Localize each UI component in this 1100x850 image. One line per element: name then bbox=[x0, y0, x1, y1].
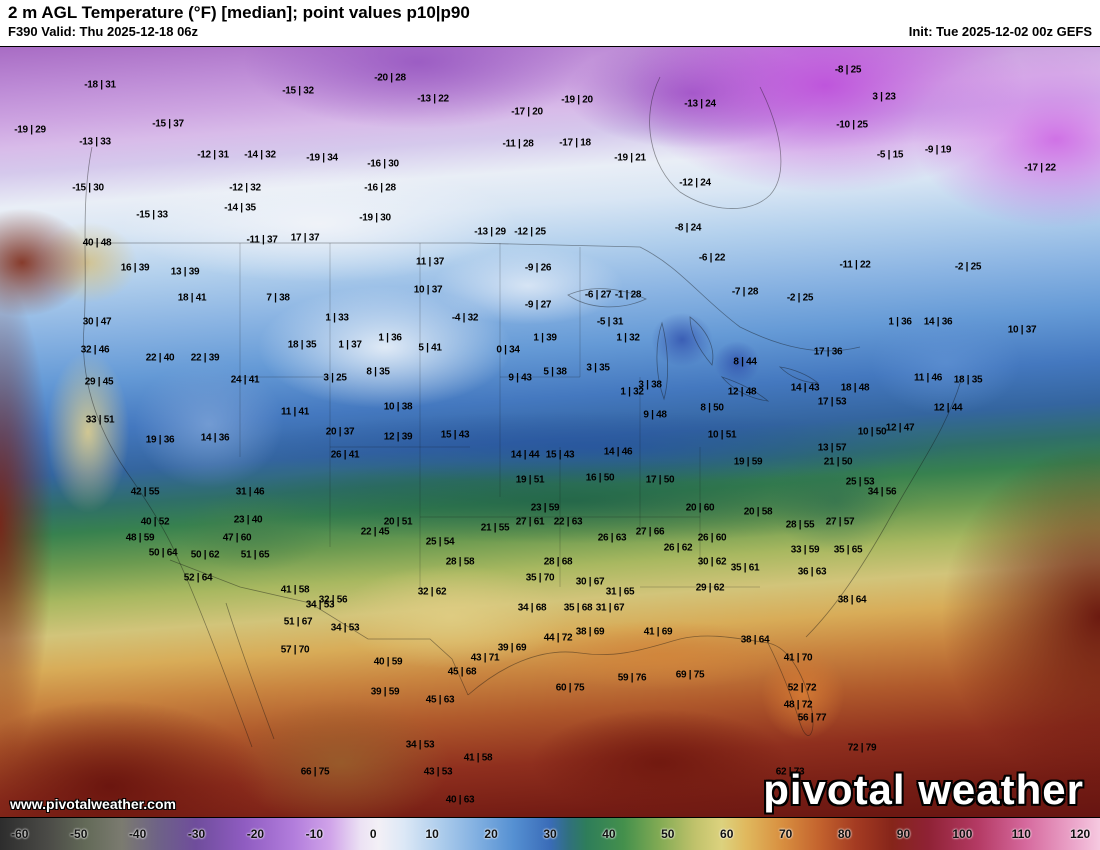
colorbar-tick-label: 70 bbox=[778, 827, 793, 841]
temperature-map[interactable] bbox=[0, 47, 1100, 817]
colorbar-tick-label: -20 bbox=[246, 827, 265, 841]
colorbar-tick-label: 20 bbox=[484, 827, 498, 841]
colorbar-tick-label: -40 bbox=[128, 827, 147, 841]
colorbar-tick-label: -30 bbox=[187, 827, 206, 841]
colorbar-tick-label: 50 bbox=[661, 827, 675, 841]
colorbar-tick-label: 30 bbox=[543, 827, 557, 841]
map-meta-row: F390 Valid: Thu 2025-12-18 06z Init: Tue… bbox=[0, 23, 1100, 39]
colorbar-ticks: -60 -50 -40 -30 -20 -10 0 10 20 30 40 50 60 70 80 90 100… bbox=[0, 818, 1100, 850]
map-borders-overlay bbox=[83, 76, 963, 748]
colorbar-tick-label: 80 bbox=[837, 827, 852, 841]
colorbar-gradient bbox=[0, 818, 1100, 850]
colorbar-tick-label: 120 bbox=[1070, 827, 1091, 841]
model-init-label: Init: Tue 2025-12-02 00z GEFS bbox=[908, 24, 1092, 39]
colorbar-tick-label: 100 bbox=[952, 827, 973, 841]
map-header: 2 m AGL Temperature (°F) [median]; point… bbox=[0, 0, 1100, 47]
forecast-valid-label: F390 Valid: Thu 2025-12-18 06z bbox=[8, 24, 199, 39]
colorbar-tick-label: 0 bbox=[369, 827, 377, 841]
colorbar-tick-label: 90 bbox=[896, 827, 911, 841]
colorbar-tick-label: -10 bbox=[305, 827, 324, 841]
pivotal-weather-logo: pivotal weather bbox=[763, 766, 1084, 814]
colorbar-tick-label: -60 bbox=[11, 827, 29, 841]
colorbar: -60 -50 -40 -30 -20 -10 0 10 20 30 40 50 60 70 80 90 100… bbox=[0, 817, 1100, 850]
colorbar-tick-label: 40 bbox=[602, 827, 616, 841]
map-title: 2 m AGL Temperature (°F) [median]; point… bbox=[8, 3, 470, 22]
colorbar-tick-label: 110 bbox=[1011, 827, 1031, 841]
logo-text: pivotal weather bbox=[763, 766, 1084, 813]
colorbar-tick-label: -50 bbox=[70, 827, 88, 841]
colorbar-tick-label: 10 bbox=[425, 827, 439, 841]
watermark: www.pivotalweather.com bbox=[10, 796, 176, 812]
colorbar-tick-label: 60 bbox=[720, 827, 734, 841]
